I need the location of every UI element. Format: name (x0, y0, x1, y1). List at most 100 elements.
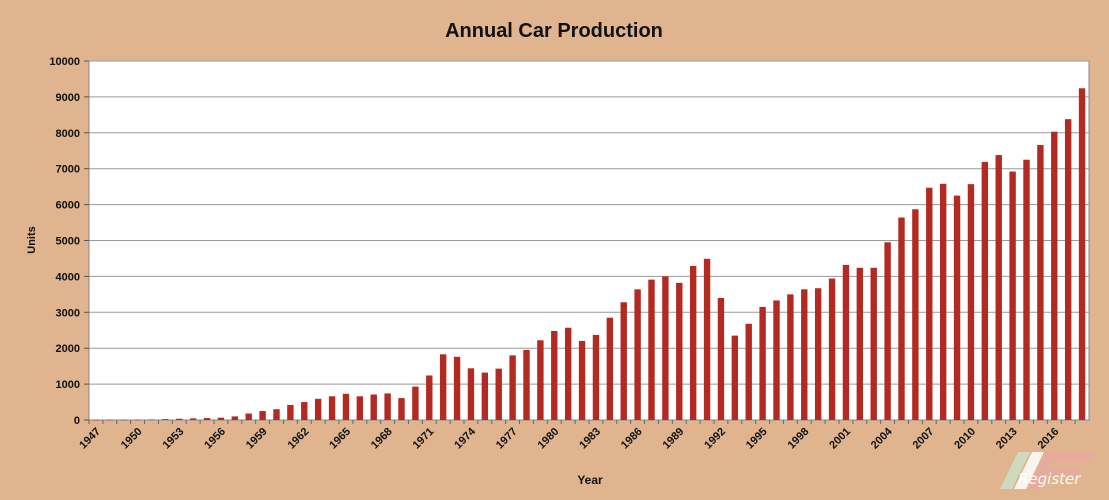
bar-1995 (759, 306, 766, 420)
bar-1951 (148, 419, 155, 420)
bar-1958 (245, 413, 252, 420)
x-tick-label: 1956 (202, 426, 228, 452)
bar-1965 (342, 393, 350, 420)
bar-2008 (939, 183, 947, 420)
bar-1977 (509, 355, 516, 420)
x-axis-label: Year (577, 473, 603, 487)
bar-2014 (1023, 159, 1030, 420)
x-tick-label: 1992 (702, 426, 728, 452)
x-tick-label: 1986 (619, 426, 645, 452)
bar-2002 (856, 267, 864, 420)
y-tick-label: 1000 (56, 379, 80, 391)
register-watermark-logo: Register (1000, 452, 1094, 489)
bar-2010 (967, 184, 975, 420)
bar-1998 (801, 289, 808, 420)
y-tick-label: 9000 (56, 92, 80, 104)
bar-2015 (1037, 145, 1044, 421)
bar-1959 (259, 411, 266, 420)
x-tick-label: 2010 (952, 426, 978, 452)
x-tick-label: 1980 (536, 426, 562, 452)
bar-1997 (787, 294, 794, 420)
bar-1963 (314, 398, 322, 420)
bar-1976 (495, 368, 502, 420)
bar-1989 (676, 282, 683, 420)
bar-1947 (92, 419, 100, 421)
bar-1960 (273, 409, 280, 420)
x-tick-label: 1998 (786, 426, 812, 452)
x-axis-ticks: 1947 1950 1953 1956 1959 1962 1965 1968 1971 1974… (77, 420, 1076, 452)
bar-2001 (842, 264, 850, 420)
x-tick-label: 1968 (369, 426, 395, 452)
bar-1973 (453, 356, 461, 420)
x-tick-label: 1965 (327, 426, 353, 452)
bar-1949 (120, 419, 127, 421)
y-tick-label: 5000 (56, 236, 80, 248)
bar-2003 (870, 267, 877, 420)
bar-1961 (287, 404, 294, 420)
bar-2018 (1078, 88, 1086, 420)
bar-2000 (828, 278, 836, 420)
bar-1987 (648, 279, 655, 420)
bar-1999 (814, 288, 822, 420)
bar-1993 (731, 335, 739, 420)
bar-1948 (106, 419, 114, 421)
bar-1984 (606, 317, 614, 420)
y-tick-label: 6000 (56, 200, 80, 212)
bar-1980 (551, 330, 558, 420)
bar-2005 (898, 217, 905, 420)
x-tick-label: 1989 (661, 426, 687, 452)
bar-2016 (1051, 131, 1058, 420)
bar-2006 (912, 209, 919, 420)
bar-2011 (981, 161, 989, 420)
bar-1978 (523, 349, 530, 420)
x-tick-label: 2013 (994, 426, 1020, 452)
bar-1950 (134, 419, 141, 421)
bar-2013 (1009, 171, 1016, 420)
bar-1979 (537, 340, 544, 420)
bar-1953 (176, 418, 183, 420)
y-tick-label: 4000 (56, 271, 80, 283)
bar-1972 (439, 354, 447, 420)
gridlines (89, 60, 1089, 385)
y-tick-label: 8000 (56, 128, 80, 140)
bar-1970 (412, 386, 419, 420)
bar-2012 (995, 155, 1002, 421)
bar-1968 (384, 393, 391, 420)
bar-1952 (162, 419, 169, 420)
bar-1983 (592, 334, 600, 420)
bar-1996 (773, 300, 780, 420)
x-tick-label: 2004 (869, 425, 895, 451)
bar-1975 (481, 372, 489, 420)
bar-1967 (370, 394, 377, 420)
watermark-text: Register (1018, 470, 1081, 488)
bar-1954 (189, 418, 197, 420)
bar-1956 (217, 417, 225, 420)
x-tick-label: 1983 (577, 426, 603, 452)
bar-1985 (620, 302, 627, 420)
x-tick-label: 2007 (911, 426, 937, 452)
x-tick-label: 1950 (119, 426, 145, 452)
bar-2004 (884, 242, 891, 420)
y-tick-label: 3000 (56, 307, 80, 319)
bar-1974 (467, 368, 475, 420)
x-tick-label: 1962 (286, 426, 312, 452)
bar-1990 (689, 265, 697, 420)
y-tick-label: 0 (74, 415, 80, 427)
chart-title: Annual Car Production (445, 20, 663, 42)
bar-2009 (953, 195, 961, 420)
x-tick-label: 1971 (411, 426, 437, 452)
bar-1969 (398, 398, 405, 420)
bar-1957 (231, 416, 239, 420)
y-tick-label: 10000 (49, 56, 80, 68)
x-tick-label: 1974 (452, 425, 478, 451)
y-axis-ticks: 0 1000 2000 3000 4000 5000 6000 7000 8000 9000 100… (49, 56, 89, 427)
bars (92, 88, 1086, 421)
x-tick-label: 1953 (161, 426, 187, 452)
x-tick-label: 2016 (1036, 426, 1062, 452)
x-tick-label: 1977 (494, 426, 520, 452)
bar-1966 (356, 396, 364, 420)
bar-1994 (745, 323, 752, 420)
bar-2007 (926, 187, 933, 420)
bar-1981 (564, 327, 572, 420)
